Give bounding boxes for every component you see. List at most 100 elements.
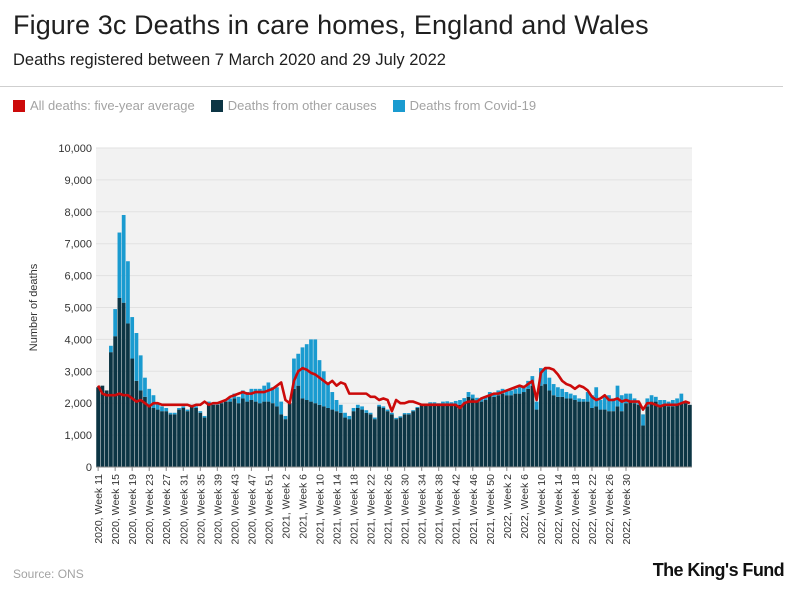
- bar-other: [377, 406, 381, 467]
- legend-item-average[interactable]: All deaths: five-year average: [13, 98, 195, 113]
- bar-other: [177, 409, 181, 467]
- bar-other: [185, 411, 190, 467]
- bar-other: [338, 412, 343, 467]
- legend-item-covid[interactable]: Deaths from Covid-19: [392, 98, 537, 113]
- bar-covid: [653, 396, 658, 402]
- bar-other: [113, 336, 118, 467]
- legend: All deaths: five-year average Deaths fro…: [13, 98, 536, 113]
- bar-covid: [155, 403, 160, 410]
- bar-other: [151, 407, 156, 467]
- bar-covid: [504, 390, 509, 396]
- bar-other: [428, 403, 433, 467]
- bar-other: [556, 396, 560, 467]
- y-tick-label: 9,000: [64, 175, 92, 187]
- bar-covid: [202, 415, 207, 418]
- bar-other: [602, 409, 607, 467]
- bar-other: [568, 398, 573, 467]
- bar-covid: [236, 396, 241, 404]
- legend-label-covid: Deaths from Covid-19: [409, 98, 537, 113]
- bar-other: [675, 404, 679, 467]
- bar-other: [262, 401, 267, 467]
- bar-covid: [615, 385, 620, 407]
- bar-covid: [389, 412, 394, 415]
- bar-other: [658, 404, 662, 467]
- bar-covid: [551, 384, 556, 396]
- bar-other: [300, 398, 305, 467]
- bar-covid: [347, 415, 352, 420]
- bar-other: [564, 398, 569, 467]
- bar-covid: [194, 406, 198, 408]
- bar-other: [385, 411, 390, 467]
- bar-other: [415, 407, 420, 467]
- bar-other: [573, 400, 577, 467]
- bar-covid: [475, 397, 479, 402]
- bar-other: [619, 411, 624, 467]
- bar-other: [628, 401, 633, 467]
- bar-other: [611, 411, 616, 467]
- bar-covid: [607, 395, 611, 412]
- bar-other: [496, 395, 501, 467]
- bar-covid: [245, 392, 250, 402]
- bar-other: [475, 401, 479, 467]
- bar-covid: [628, 393, 633, 402]
- x-tick-label: 2022, Week 22: [587, 474, 599, 545]
- bar-covid: [453, 400, 458, 405]
- bar-other: [581, 401, 586, 467]
- kings-fund-logo: The King's Fund: [652, 560, 785, 580]
- bar-covid: [428, 402, 433, 404]
- bar-other: [641, 425, 645, 467]
- bar-other: [449, 404, 454, 467]
- bar-other: [189, 406, 194, 467]
- bar-covid: [513, 388, 518, 394]
- bar-other: [147, 404, 152, 467]
- bar-covid: [206, 401, 211, 404]
- bar-covid: [240, 390, 245, 399]
- x-tick-label: 2021, Week 38: [434, 474, 446, 545]
- legend-item-other[interactable]: Deaths from other causes: [210, 98, 377, 113]
- legend-label-average: All deaths: five-year average: [30, 98, 195, 113]
- y-axis-label: Number of deaths: [28, 263, 40, 351]
- bar-other: [577, 401, 582, 467]
- bar-other: [483, 400, 488, 467]
- bar-covid: [177, 407, 181, 410]
- bar-other: [283, 419, 288, 467]
- bar-other: [292, 388, 296, 467]
- bar-other: [653, 401, 658, 467]
- bar-covid: [407, 413, 411, 415]
- bar-other: [117, 297, 122, 467]
- x-tick-label: 2021, Week 14: [332, 474, 344, 545]
- x-tick-label: 2020, Week 39: [212, 474, 224, 545]
- bar-covid: [372, 417, 377, 420]
- bar-other: [534, 409, 539, 467]
- bar-other: [228, 401, 232, 467]
- bar-covid: [253, 388, 258, 402]
- bar-covid: [185, 409, 190, 412]
- bar-covid: [619, 395, 624, 412]
- bar-other: [470, 398, 475, 467]
- bar-covid: [394, 417, 399, 420]
- bar-other: [381, 407, 386, 467]
- bar-other: [270, 403, 275, 467]
- source-note: Source: ONS: [13, 567, 84, 581]
- bar-covid: [279, 401, 284, 415]
- bar-covid: [228, 398, 232, 402]
- bar-covid: [670, 400, 675, 407]
- bar-covid: [402, 413, 407, 415]
- bar-other: [266, 401, 271, 467]
- bar-covid: [109, 345, 113, 353]
- bar-other: [441, 403, 445, 467]
- bar-other: [679, 403, 684, 467]
- bar-covid: [556, 387, 560, 397]
- bar-other: [130, 358, 135, 467]
- bar-other: [330, 409, 335, 467]
- bar-other: [364, 412, 369, 467]
- bar-other: [232, 398, 237, 467]
- bar-other: [607, 411, 611, 467]
- x-tick-label: 2020, Week 35: [195, 474, 207, 545]
- bar-covid: [338, 404, 343, 413]
- bar-covid: [590, 395, 594, 408]
- bar-covid: [266, 382, 271, 402]
- x-tick-label: 2022, Week 30: [621, 474, 633, 545]
- bar-other: [543, 384, 548, 467]
- bar-other: [513, 393, 518, 467]
